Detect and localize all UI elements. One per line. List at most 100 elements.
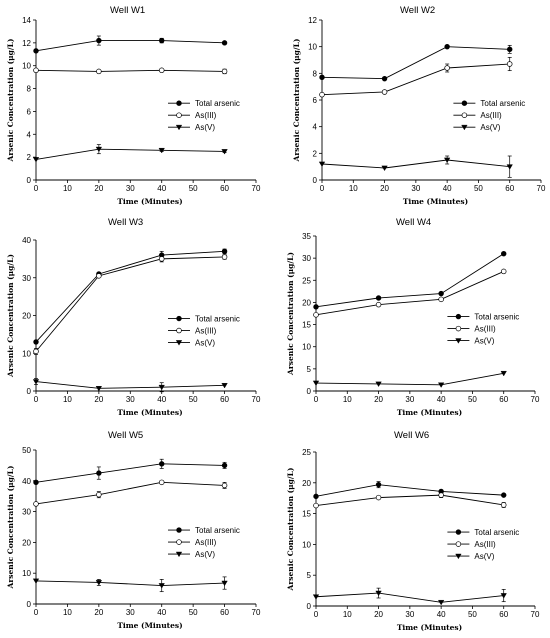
series-3 <box>312 370 507 388</box>
data-point <box>32 379 40 385</box>
y-axis-label: Arsenic Concentration (μg/L) <box>6 39 15 163</box>
data-point <box>158 256 165 262</box>
series-line <box>35 69 225 72</box>
panel-3: Well W3 0 10 20 30 40 50 60 70 0 10 20 30 40 Time (Min… <box>6 217 261 417</box>
x-tick-label: 40 <box>157 184 166 193</box>
legend-label: As(III) <box>195 538 217 547</box>
data-point <box>33 339 39 345</box>
series-3 <box>32 144 228 163</box>
chart-title: Well W2 <box>400 5 435 16</box>
data-point <box>159 461 165 467</box>
data-point <box>381 75 388 82</box>
x-tick-label: 20 <box>94 395 103 404</box>
x-tick-label: 50 <box>189 184 198 193</box>
y-tick-label: 0 <box>307 387 312 396</box>
data-point <box>437 382 445 388</box>
x-tick-label: 50 <box>189 395 198 404</box>
x-tick-label: 70 <box>531 610 540 619</box>
legend-marker <box>455 529 462 535</box>
x-tick-label: 40 <box>157 608 166 617</box>
x-tick-label: 10 <box>343 395 352 404</box>
data-point <box>158 384 165 391</box>
data-point <box>221 68 228 75</box>
legend-label: Total arsenic <box>474 313 519 322</box>
legend: Total arsenic As(III) As(V) <box>168 99 240 132</box>
y-tick-label: 4 <box>313 123 318 132</box>
x-tick-label: 0 <box>320 184 325 193</box>
data-point <box>33 348 39 355</box>
x-tick-label: 10 <box>63 395 72 404</box>
data-point <box>158 479 165 486</box>
data-point <box>500 502 507 508</box>
x-tick-label: 30 <box>405 610 414 619</box>
legend-label: Total arsenic <box>195 315 240 324</box>
x-tick-label: 60 <box>220 608 229 617</box>
data-point <box>33 67 39 74</box>
chart-title: Well W5 <box>108 430 143 441</box>
y-tick-label: 30 <box>302 254 311 263</box>
data-point <box>96 37 102 44</box>
data-point <box>375 590 382 597</box>
y-tick-label: 10 <box>302 540 311 549</box>
x-tick-label: 60 <box>505 184 514 193</box>
y-tick-label: 20 <box>302 298 311 307</box>
x-tick-label: 10 <box>343 610 352 619</box>
data-point <box>221 40 228 46</box>
x-tick-label: 20 <box>94 184 103 193</box>
legend-marker <box>455 338 462 344</box>
legend-marker <box>461 124 468 131</box>
series-3 <box>32 378 228 393</box>
data-point <box>500 268 507 275</box>
legend-marker <box>455 313 462 320</box>
series-1 <box>33 248 228 345</box>
panel-6: Well W6 0 10 20 30 40 50 60 70 0 5 10 15 20 25 Time (Mi… <box>286 430 540 632</box>
data-point <box>501 492 507 498</box>
data-point <box>221 149 228 155</box>
x-tick-label: 50 <box>189 608 198 617</box>
x-axis-label: Time (Minutes) <box>397 408 462 417</box>
y-tick-label: 15 <box>302 321 311 330</box>
series-line <box>35 250 225 343</box>
legend-label: As(V) <box>474 337 494 346</box>
data-point <box>381 89 388 95</box>
y-tick-label: 0 <box>307 602 312 611</box>
series-line <box>315 484 504 497</box>
data-point <box>221 248 228 255</box>
legend-label: As(V) <box>474 552 494 561</box>
legend-label: As(III) <box>195 111 217 120</box>
x-tick-label: 20 <box>374 395 383 404</box>
series-2 <box>313 268 507 318</box>
data-point <box>96 68 102 75</box>
legend-label: As(III) <box>474 540 496 549</box>
x-tick-label: 10 <box>63 184 72 193</box>
data-point <box>158 67 165 74</box>
series-line <box>315 372 504 386</box>
x-axis-label: Time (Minutes) <box>117 621 182 630</box>
legend-marker <box>455 553 462 560</box>
x-tick-label: 30 <box>411 184 420 193</box>
series-2 <box>313 492 507 509</box>
series-line <box>35 381 225 389</box>
data-point <box>318 161 326 168</box>
data-point <box>96 491 102 498</box>
y-axis-label: Arsenic Concentration (μg/L) <box>6 254 15 378</box>
series-3 <box>32 576 228 593</box>
series-line <box>35 481 225 505</box>
x-tick-label: 40 <box>443 184 452 193</box>
y-tick-label: 10 <box>22 349 31 358</box>
legend: Total arsenic As(III) As(V) <box>453 99 525 132</box>
data-point <box>95 146 103 153</box>
x-tick-label: 20 <box>380 184 389 193</box>
data-point <box>313 502 319 509</box>
y-tick-label: 0 <box>313 176 318 185</box>
series-3 <box>318 155 513 178</box>
legend-label: As(III) <box>195 327 217 336</box>
data-point <box>158 583 165 589</box>
legend-label: As(V) <box>195 123 215 132</box>
y-tick-label: 10 <box>308 43 317 52</box>
chart-title: Well W4 <box>396 217 431 228</box>
legend-marker <box>176 539 182 545</box>
series-line <box>321 63 510 96</box>
x-tick-label: 60 <box>220 395 229 404</box>
y-tick-label: 2 <box>27 153 32 162</box>
